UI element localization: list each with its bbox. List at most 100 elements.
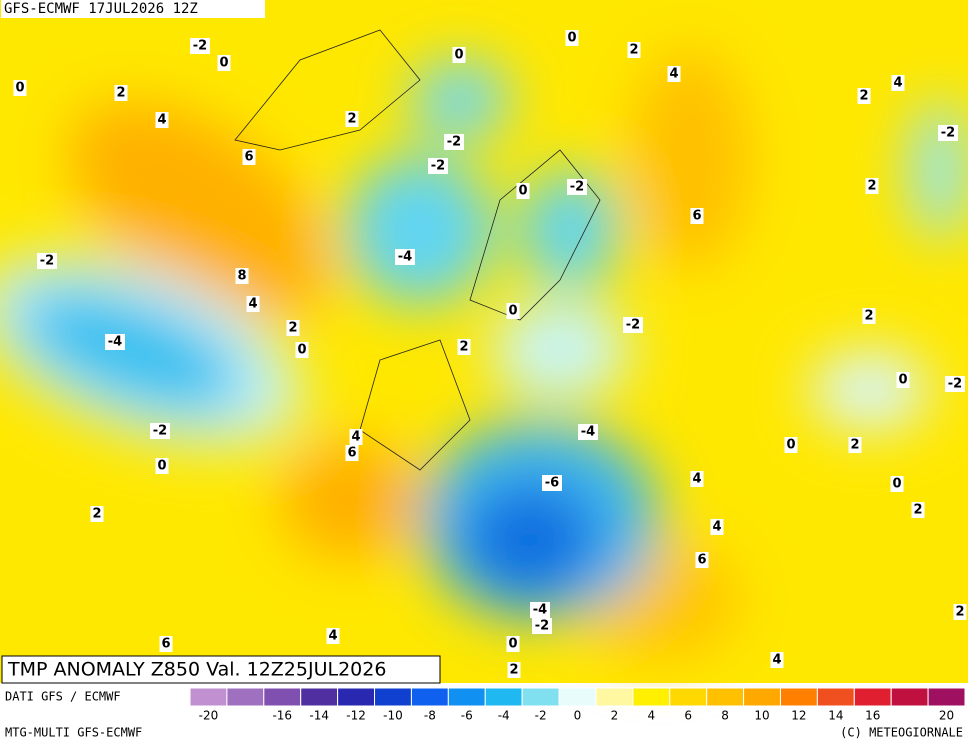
contour-label-bg: [667, 66, 681, 82]
contour-label-bg: [13, 80, 27, 96]
contour-label-bg: [105, 334, 125, 350]
model: MTG-MULTI GFS-ECMWF: [5, 726, 142, 740]
contour-label-bg: [530, 602, 550, 618]
contour-label: 4: [669, 67, 678, 82]
contour-label-bg: [90, 506, 104, 522]
contour-label-bg: [506, 636, 520, 652]
contour-label: -6: [545, 476, 559, 491]
colorbar-tick-label: 16: [865, 709, 880, 723]
contour-label-bg: [770, 652, 784, 668]
contour-label-bg: [428, 158, 448, 174]
contour-label: 0: [898, 373, 907, 388]
contour-label-bg: [150, 423, 170, 439]
contour-label-bg: [945, 376, 965, 392]
contour-label-bg: [857, 88, 871, 104]
contour-label: 4: [351, 430, 360, 445]
contour-label: -2: [535, 619, 549, 634]
colorbar-swatch: [927, 687, 966, 707]
contour-label-bg: [326, 628, 340, 644]
contour-label: 6: [697, 553, 706, 568]
contour-label: 2: [92, 507, 101, 522]
contour-label-bg: [848, 437, 862, 453]
contour-label-bg: [159, 636, 173, 652]
contour-label-bg: [896, 372, 910, 388]
contour-label-bg: [506, 303, 520, 319]
contour-label-bg: [911, 502, 925, 518]
contour-label-bg: [190, 38, 210, 54]
contour-label: 6: [161, 637, 170, 652]
contour-label-bg: [865, 178, 879, 194]
contour-label: 2: [347, 112, 356, 127]
contour-label: 0: [786, 438, 795, 453]
contour-label-bg: [286, 320, 300, 336]
contour-label: 0: [518, 184, 527, 199]
contour-label: 2: [629, 43, 638, 58]
contour-label: 4: [772, 653, 781, 668]
colorbar-swatch: [226, 687, 265, 707]
colorbar-tick-label: 20: [939, 709, 954, 723]
contour-label-bg: [217, 55, 231, 71]
colorbar-tick-label: 0: [574, 709, 582, 723]
contour-label-bg: [578, 424, 598, 440]
colorbar-tick-label: 2: [611, 709, 619, 723]
contour-label-bg: [155, 112, 169, 128]
contour-label: 2: [867, 179, 876, 194]
contour-label-bg: [516, 183, 530, 199]
contour-label-bg: [452, 47, 466, 63]
contour-label: 2: [913, 503, 922, 518]
contour-label: 0: [508, 304, 517, 319]
contour-label: -2: [570, 180, 584, 195]
colorbar-swatch: [410, 687, 449, 707]
contour-label: -2: [193, 39, 207, 54]
colorbar-tick-label: 8: [721, 709, 729, 723]
colorbar-tick-label: 12: [791, 709, 806, 723]
contour-label: 4: [328, 629, 337, 644]
colorbar-tick-label: -20: [199, 709, 219, 723]
contour-label: -4: [533, 603, 547, 618]
contour-label-bg: [565, 30, 579, 46]
colorbar-swatch: [779, 687, 818, 707]
contour-label-bg: [507, 662, 521, 678]
contour-label-bg: [457, 339, 471, 355]
caption-box: [1, 655, 441, 684]
map-field: [0, 0, 968, 683]
contour-label-bg: [345, 111, 359, 127]
contour-label: -2: [153, 424, 167, 439]
contour-label-bg: [114, 85, 128, 101]
map-title: GFS-ECMWF 17JUL2026 12Z: [4, 1, 198, 17]
contour-label: -2: [626, 318, 640, 333]
colorbar-tick-label: 10: [754, 709, 769, 723]
colorbar-tick-label: -6: [461, 709, 473, 723]
contour-label: -2: [431, 159, 445, 174]
contour-label-bg: [690, 471, 704, 487]
colorbar-swatch: [484, 687, 523, 707]
colorbar-swatch: [595, 687, 634, 707]
contour-label-bg: [155, 458, 169, 474]
contour-label-bg: [627, 42, 641, 58]
contour-label-bg: [345, 445, 359, 461]
title-box: [1, 0, 265, 18]
caption: TMP ANOMALY Z850 Val. 12Z25JUL2026: [7, 659, 386, 681]
contour-label: 0: [15, 81, 24, 96]
contour-label: 0: [157, 459, 166, 474]
colorbar-tick-label: -2: [535, 709, 547, 723]
contour-label-bg: [890, 476, 904, 492]
contour-label: -4: [398, 250, 412, 265]
contour-label-bg: [953, 604, 967, 620]
colorbar-swatch: [521, 687, 560, 707]
contour-label: 6: [244, 150, 253, 165]
contour-label-bg: [542, 475, 562, 491]
contour-label-bg: [295, 342, 309, 358]
colorbar-swatch: [743, 687, 781, 707]
contour-label: -2: [40, 254, 54, 269]
colorbar-tick-label: -12: [346, 709, 366, 723]
contour-label: -4: [108, 335, 122, 350]
contour-label: -2: [447, 135, 461, 150]
colorbar-tick-label: 14: [828, 709, 843, 723]
contour-label-bg: [695, 552, 709, 568]
contour-label: 2: [509, 663, 518, 678]
contour-label-bg: [37, 253, 57, 269]
contour-label: 4: [692, 472, 701, 487]
